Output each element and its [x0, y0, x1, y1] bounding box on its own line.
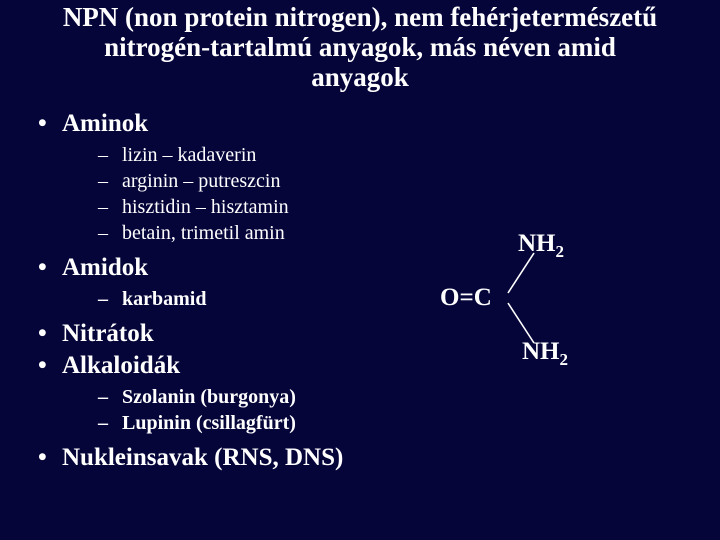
bullet-label: Alkaloidák	[62, 352, 180, 379]
slide: NPN (non protein nitrogen), nem fehérjet…	[0, 0, 720, 540]
sub-item-text: arginin – putreszcin	[122, 170, 280, 192]
sub-item-text: karbamid	[122, 288, 206, 310]
slide-title: NPN (non protein nitrogen), nem fehérjet…	[0, 0, 720, 93]
sub-item: Lupinin (csillagfürt)	[98, 410, 343, 436]
bullet-nukleinsavak: Nukleinsavak (RNS, DNS)	[34, 442, 343, 474]
formula-top-group: NH	[518, 230, 556, 257]
bullet-label: Nukleinsavak (RNS, DNS)	[62, 444, 343, 471]
sub-item-text: lizin – kadaverin	[122, 144, 256, 166]
sub-list-alkaloidak: Szolanin (burgonya) Lupinin (csillagfürt…	[62, 384, 343, 436]
formula-center-text: O=C	[440, 284, 492, 311]
sub-item-text: betain, trimetil amin	[122, 222, 285, 244]
title-line-3: anyagok	[311, 62, 409, 92]
bullet-list: Aminok lizin – kadaverin arginin – putre…	[34, 108, 343, 474]
formula-bottom-sub: 2	[560, 350, 569, 369]
sub-item: lizin – kadaverin	[98, 142, 343, 168]
bullet-label: Amidok	[62, 254, 148, 281]
bullet-label: Aminok	[62, 110, 148, 137]
formula-top: NH2	[518, 230, 564, 258]
slide-body: Aminok lizin – kadaverin arginin – putre…	[34, 108, 343, 474]
formula-top-sub: 2	[556, 242, 565, 261]
sub-item-text: hisztidin – hisztamin	[122, 196, 289, 218]
sub-item-text: Szolanin (burgonya)	[122, 386, 296, 408]
sub-item: karbamid	[98, 286, 343, 312]
sub-list-aminok: lizin – kadaverin arginin – putreszcin h…	[62, 142, 343, 246]
bullet-nitratok: Nitrátok	[34, 318, 343, 350]
formula-bottom: NH2	[522, 338, 568, 366]
sub-item: hisztidin – hisztamin	[98, 194, 343, 220]
sub-list-amidok: karbamid	[62, 286, 343, 312]
bullet-label: Nitrátok	[62, 320, 154, 347]
sub-item: arginin – putreszcin	[98, 168, 343, 194]
title-line-2: nitrogén-tartalmú anyagok, más néven ami…	[104, 32, 616, 62]
bullet-aminok: Aminok lizin – kadaverin arginin – putre…	[34, 108, 343, 246]
sub-item: betain, trimetil amin	[98, 220, 343, 246]
formula-center: O=C	[440, 284, 492, 312]
sub-item: Szolanin (burgonya)	[98, 384, 343, 410]
bond-top	[508, 253, 534, 293]
bullet-alkaloidak: Alkaloidák Szolanin (burgonya) Lupinin (…	[34, 350, 343, 436]
sub-item-text: Lupinin (csillagfürt)	[122, 412, 296, 434]
bond-bottom	[508, 303, 534, 343]
title-line-1: NPN (non protein nitrogen), nem fehérjet…	[63, 2, 657, 32]
formula-bottom-group: NH	[522, 338, 560, 365]
bullet-amidok: Amidok karbamid	[34, 252, 343, 312]
